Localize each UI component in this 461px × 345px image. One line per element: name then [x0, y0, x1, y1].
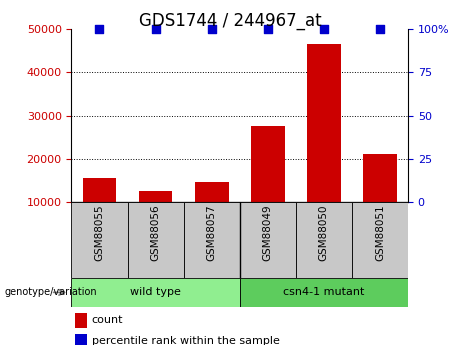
- Bar: [75, 313, 87, 328]
- Text: GSM88050: GSM88050: [319, 205, 329, 262]
- Bar: [71, 202, 128, 278]
- Bar: [240, 278, 408, 307]
- Text: GSM88051: GSM88051: [375, 205, 385, 262]
- Text: GSM88057: GSM88057: [207, 205, 217, 262]
- Bar: [71, 278, 240, 307]
- Bar: [296, 202, 352, 278]
- Bar: [240, 202, 296, 278]
- Bar: [139, 191, 172, 245]
- Point: [264, 27, 272, 32]
- Point: [208, 27, 215, 32]
- Text: count: count: [92, 315, 123, 325]
- Text: GDS1744 / 244967_at: GDS1744 / 244967_at: [139, 12, 322, 30]
- Bar: [195, 183, 229, 245]
- Bar: [83, 178, 116, 245]
- Bar: [75, 334, 87, 345]
- Point: [96, 27, 103, 32]
- Text: wild type: wild type: [130, 287, 181, 297]
- Point: [152, 27, 160, 32]
- Point: [376, 27, 384, 32]
- Text: genotype/variation: genotype/variation: [5, 287, 97, 297]
- Point: [320, 27, 327, 32]
- Bar: [183, 202, 240, 278]
- Text: percentile rank within the sample: percentile rank within the sample: [92, 336, 279, 345]
- Text: csn4-1 mutant: csn4-1 mutant: [283, 287, 365, 297]
- Bar: [307, 45, 341, 245]
- Text: GSM88056: GSM88056: [151, 205, 160, 262]
- Bar: [128, 202, 183, 278]
- Bar: [352, 202, 408, 278]
- Text: GSM88049: GSM88049: [263, 205, 273, 262]
- Bar: [251, 126, 284, 245]
- Text: GSM88055: GSM88055: [95, 205, 105, 262]
- Bar: [363, 155, 397, 245]
